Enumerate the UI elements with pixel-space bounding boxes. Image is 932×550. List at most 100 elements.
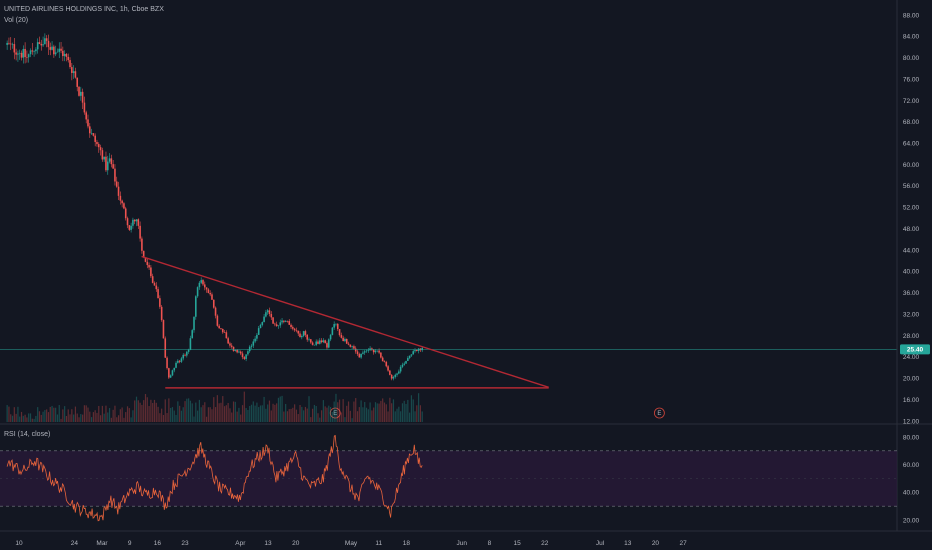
volume-bar [85, 405, 87, 422]
volume-bar [333, 401, 335, 422]
earnings-marker[interactable]: E [329, 407, 341, 419]
volume-bar [229, 408, 231, 422]
volume-bar [116, 417, 118, 422]
volume-bar [177, 401, 179, 422]
candle-body [153, 282, 156, 286]
volume-bar [338, 399, 341, 422]
candle-body [177, 360, 179, 363]
candle-body [245, 354, 247, 359]
volume-bar [409, 412, 411, 422]
candle-body [160, 306, 163, 321]
candle-body [275, 324, 278, 327]
volume-bar [306, 408, 308, 422]
candle-body [195, 296, 197, 317]
price-tick-label: 40.00 [903, 269, 920, 276]
candle-body [126, 218, 129, 226]
volume-bar [144, 394, 147, 422]
candle-body [97, 144, 100, 148]
candle-body [58, 48, 61, 52]
volume-bar [155, 402, 157, 422]
volume-bar [356, 411, 359, 422]
price-axis[interactable]: 88.00 84.00 80.00 76.00 72.00 68.00 64.00 60.00… [903, 12, 920, 425]
volume-bar [362, 407, 364, 422]
candle-body [26, 57, 28, 58]
rsi-legend[interactable]: RSI (14, close) [4, 431, 50, 438]
volume-bar [342, 399, 344, 422]
candle-body [110, 158, 113, 165]
volume-bar [267, 404, 269, 422]
candle-body [318, 340, 321, 344]
volume-bar [256, 402, 258, 422]
volume-bar [6, 405, 8, 422]
volume-bar [364, 402, 366, 422]
volume-bar [347, 401, 350, 422]
volume-bar [236, 411, 238, 422]
symbol-legend[interactable]: UNITED AIRLINES HOLDINGS INC, 1h, Cboe B… [4, 6, 164, 13]
price-tick-label: 56.00 [903, 183, 920, 190]
volume-bar [283, 411, 285, 422]
volume-bar [250, 404, 253, 422]
candle-body [203, 284, 206, 288]
candle-body [265, 312, 267, 317]
volume-bar [205, 416, 208, 422]
volume-bar [222, 396, 224, 422]
svg-text:25.40: 25.40 [907, 347, 924, 354]
candle-body [65, 53, 68, 57]
time-axis[interactable]: 10 24 Mar 9 16 23 Apr 13 20 May 11 18 Jun 8 15 22 Jul 13 2… [15, 540, 687, 547]
candle-body [223, 332, 226, 333]
volume-bar [15, 413, 17, 422]
volume-bar [31, 418, 33, 422]
volume-bar [414, 411, 416, 422]
volume-bar [49, 406, 51, 422]
trendline-descending-resistance[interactable] [141, 255, 549, 389]
volume-bar [103, 413, 105, 422]
volume-bar [139, 402, 141, 422]
candle-body [137, 219, 140, 226]
volume-bar [340, 412, 342, 422]
candle-body [186, 351, 188, 356]
price-tick-label: 80.00 [903, 55, 920, 62]
candle-body [257, 328, 260, 335]
volume-bar [252, 401, 254, 422]
candle-body [417, 348, 420, 351]
volume-bar [374, 402, 377, 422]
candle-body [112, 164, 114, 169]
volume-legend[interactable]: Vol (20) [4, 17, 28, 24]
volume-bar [312, 408, 314, 422]
price-tick-label: 48.00 [903, 226, 920, 233]
volume-bar [19, 416, 21, 422]
candle-body [340, 335, 343, 338]
price-tick-label: 28.00 [903, 333, 920, 340]
volume-bars [6, 391, 423, 422]
volume-bar [396, 408, 398, 422]
volume-bar [391, 403, 393, 422]
volume-bar [166, 413, 168, 422]
candle-body [401, 364, 404, 367]
volume-bar [26, 417, 28, 422]
volume-bar [367, 409, 369, 422]
price-tick-label: 24.00 [903, 354, 920, 361]
volume-bar [265, 408, 267, 422]
volume-bar [191, 403, 193, 422]
volume-bar [64, 406, 66, 422]
candle-body [40, 43, 43, 46]
volume-bar [62, 409, 64, 422]
candle-body [333, 324, 335, 328]
volume-bar [276, 403, 278, 422]
candle-body [130, 225, 132, 230]
candle-body [414, 350, 416, 352]
candle-body [209, 292, 211, 295]
candle-body [144, 257, 147, 262]
volume-bar [349, 410, 351, 422]
candle-body [268, 310, 271, 315]
volume-bar [197, 410, 199, 422]
earnings-marker[interactable]: E [653, 407, 665, 419]
rsi-pane[interactable] [0, 434, 897, 522]
volume-bar [105, 405, 107, 422]
price-tick-label: 64.00 [903, 141, 920, 148]
rsi-axis[interactable]: 80.00 60.00 40.00 20.00 [903, 434, 920, 524]
volume-bar [29, 413, 32, 422]
volume-bar [317, 413, 319, 422]
